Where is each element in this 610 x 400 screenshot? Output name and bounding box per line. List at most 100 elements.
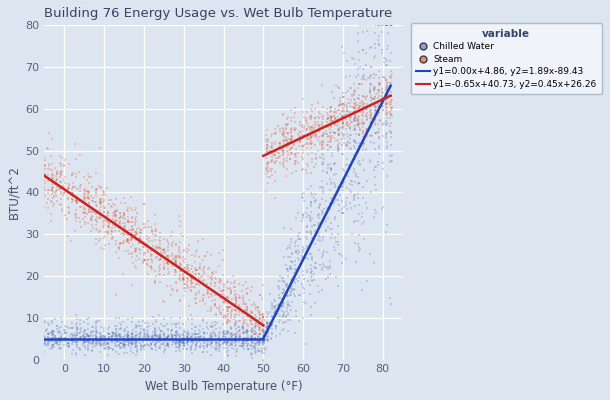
Point	[230, 332, 240, 338]
Point	[254, 348, 264, 354]
Point	[247, 343, 257, 349]
Point	[110, 202, 120, 208]
Point	[270, 310, 279, 316]
Point	[119, 338, 129, 344]
Point	[354, 180, 364, 187]
Point	[223, 331, 232, 337]
Point	[146, 256, 156, 262]
Point	[154, 264, 163, 270]
Point	[195, 271, 204, 278]
Point	[151, 326, 160, 332]
Point	[290, 127, 300, 134]
Point	[131, 332, 141, 338]
Point	[99, 328, 109, 334]
Point	[325, 118, 335, 124]
Point	[370, 45, 379, 51]
Point	[127, 335, 137, 342]
Point	[351, 131, 361, 138]
Point	[283, 253, 293, 260]
Point	[297, 191, 307, 197]
Point	[318, 261, 328, 268]
Point	[334, 231, 343, 237]
Point	[369, 86, 379, 92]
Point	[95, 182, 104, 189]
Point	[103, 346, 113, 352]
Point	[386, 50, 395, 56]
Point	[140, 256, 150, 263]
Point	[104, 331, 114, 338]
Point	[91, 329, 101, 336]
Point	[220, 331, 229, 338]
Point	[200, 253, 210, 259]
Point	[85, 209, 95, 215]
Point	[203, 290, 212, 297]
Point	[92, 328, 102, 334]
Point	[261, 324, 271, 330]
Point	[127, 329, 137, 336]
Point	[63, 339, 73, 346]
Point	[306, 124, 315, 131]
Point	[110, 330, 120, 336]
Point	[337, 184, 346, 191]
Point	[140, 326, 149, 332]
Point	[155, 252, 165, 258]
Point	[46, 217, 56, 224]
Point	[195, 323, 204, 329]
Point	[259, 340, 269, 346]
Point	[353, 160, 362, 166]
Point	[127, 227, 137, 233]
Point	[232, 346, 242, 352]
Point	[171, 287, 181, 294]
Point	[291, 266, 301, 272]
Point	[337, 253, 347, 260]
Point	[334, 250, 343, 257]
Point	[377, 50, 387, 56]
Point	[351, 114, 361, 121]
Point	[40, 334, 50, 340]
Point	[195, 334, 205, 340]
Point	[310, 115, 320, 121]
Point	[278, 303, 287, 309]
Point	[327, 118, 337, 124]
Point	[122, 350, 132, 356]
Point	[339, 100, 348, 106]
Point	[287, 133, 297, 139]
Point	[278, 126, 288, 132]
Point	[67, 172, 77, 178]
Point	[206, 275, 215, 282]
Point	[223, 300, 233, 307]
Point	[243, 297, 253, 303]
Point	[319, 205, 329, 212]
Point	[333, 84, 343, 90]
Point	[353, 117, 362, 124]
Point	[218, 314, 228, 320]
Point	[100, 229, 110, 236]
Point	[220, 300, 229, 306]
Point	[378, 103, 387, 110]
Point	[171, 267, 181, 274]
Point	[99, 202, 109, 209]
Point	[295, 143, 304, 149]
Point	[88, 339, 98, 346]
Point	[203, 290, 213, 296]
Point	[330, 120, 340, 126]
Point	[354, 211, 364, 218]
Point	[199, 335, 209, 342]
Point	[156, 328, 166, 334]
Point	[192, 331, 201, 337]
Point	[218, 340, 228, 346]
Point	[223, 339, 233, 346]
Point	[52, 183, 62, 190]
Point	[92, 338, 101, 345]
Point	[59, 190, 68, 196]
Point	[306, 209, 316, 215]
Point	[143, 329, 153, 336]
Point	[182, 246, 192, 252]
Point	[254, 334, 264, 340]
Point	[386, 82, 396, 89]
Point	[83, 189, 93, 196]
Point	[228, 340, 237, 346]
Point	[306, 170, 315, 176]
Point	[110, 208, 120, 215]
Point	[154, 333, 163, 340]
